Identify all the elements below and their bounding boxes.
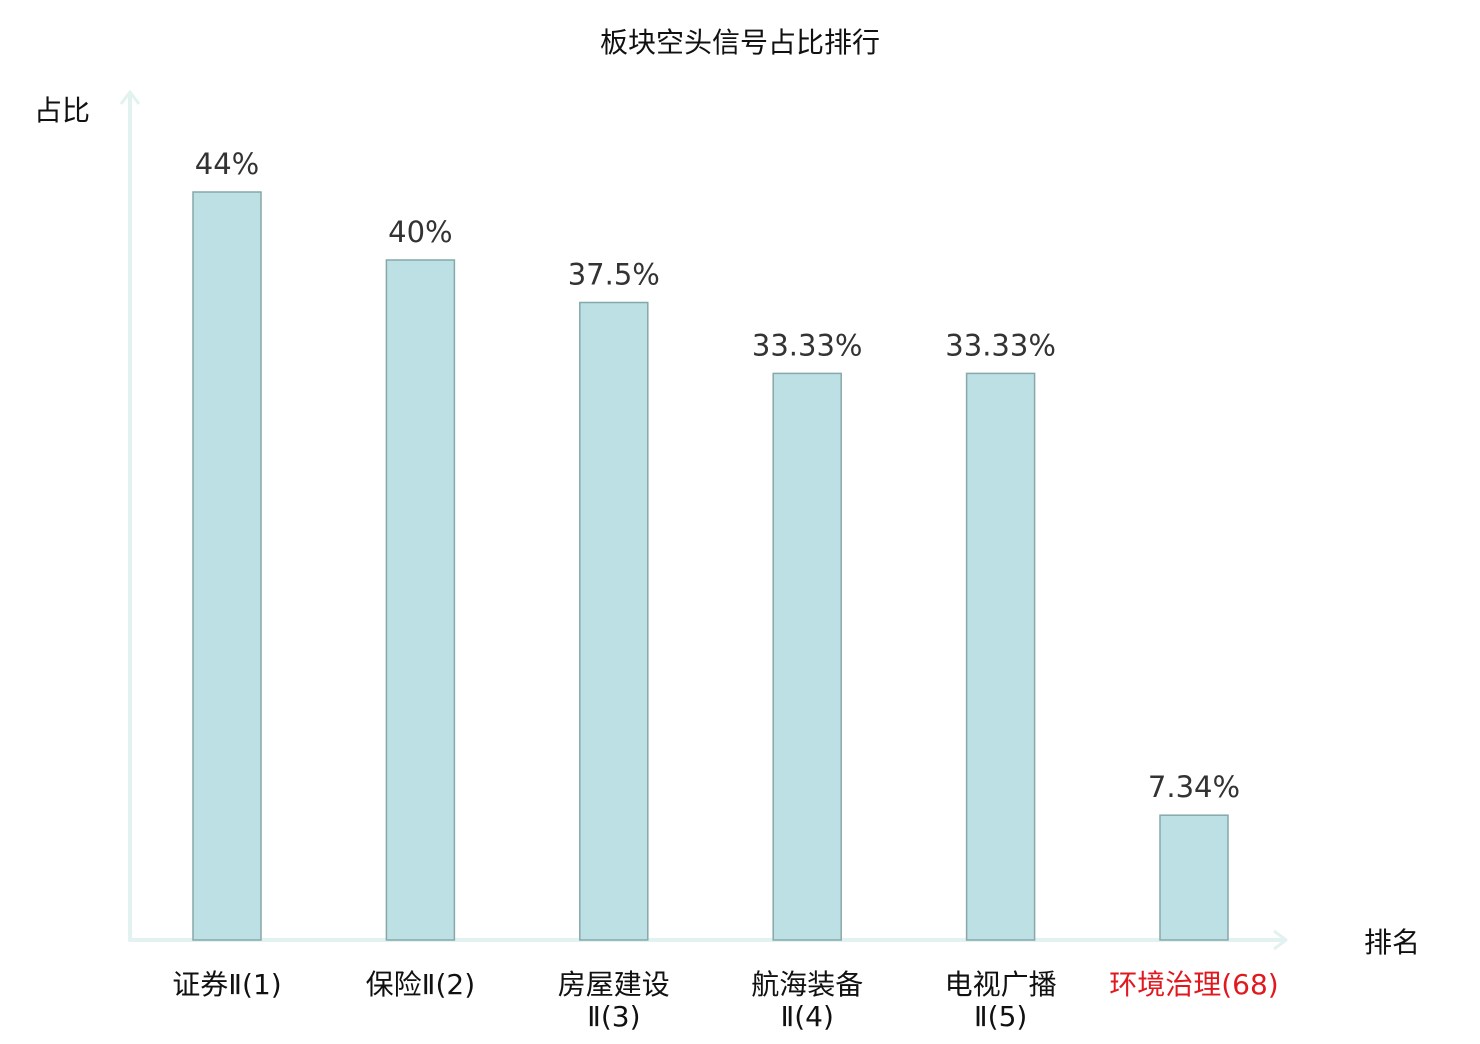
category-label-4: 航海装备 Ⅱ(4) (751, 968, 863, 1033)
category-label-line1: 证券Ⅱ(1) (172, 968, 281, 1001)
bar-value-label-1: 44% (195, 147, 259, 181)
category-label-line2: Ⅱ(5) (974, 1000, 1027, 1033)
category-label-6: 环境治理(68) (1109, 968, 1278, 1001)
category-label-3: 房屋建设 Ⅱ(3) (558, 968, 670, 1033)
bar-3 (579, 301, 649, 941)
bar-value-label-2: 40% (388, 215, 452, 249)
value-labels-layer: 44% 40% 37.5% 33.33% 33.33% 7.34% (195, 147, 1240, 804)
category-label-5: 电视广播 Ⅱ(5) (945, 968, 1057, 1033)
bar-value-label-3: 37.5% (568, 258, 660, 292)
bar-1 (192, 191, 262, 941)
x-axis-arrow-icon (1273, 929, 1288, 951)
y-axis-arrow-icon (119, 90, 141, 105)
bar-value-label-5: 33.33% (945, 328, 1056, 362)
category-label-2: 保险Ⅱ(2) (366, 968, 475, 1001)
category-label-line1: 房屋建设 (558, 968, 670, 1001)
bar-2 (385, 259, 456, 941)
category-labels-layer: 证券Ⅱ(1) 保险Ⅱ(2) 房屋建设 Ⅱ(3) 航海装备 Ⅱ(4) 电视广播 Ⅱ(5) 环境治理… (172, 968, 1278, 1033)
bar-6 (1159, 814, 1229, 941)
bar-5 (965, 372, 1036, 941)
y-axis-label: 占比 (34, 94, 90, 127)
category-label-line1: 航海装备 (751, 968, 863, 1001)
bar-value-label-4: 33.33% (752, 328, 863, 362)
category-label-line1: 电视广播 (945, 968, 1057, 1001)
bar-4 (772, 372, 842, 941)
chart-title: 板块空头信号占比排行 (600, 26, 880, 59)
bars-layer (192, 191, 1229, 941)
category-label-line1: 环境治理(68) (1109, 968, 1278, 1001)
category-label-line2: Ⅱ(3) (587, 1000, 640, 1033)
bar-value-label-6: 7.34% (1148, 770, 1240, 804)
category-label-1: 证券Ⅱ(1) (172, 968, 281, 1001)
x-axis-label: 排名 (1364, 926, 1420, 959)
category-label-line2: Ⅱ(4) (780, 1000, 833, 1033)
category-label-line1: 保险Ⅱ(2) (366, 968, 475, 1001)
